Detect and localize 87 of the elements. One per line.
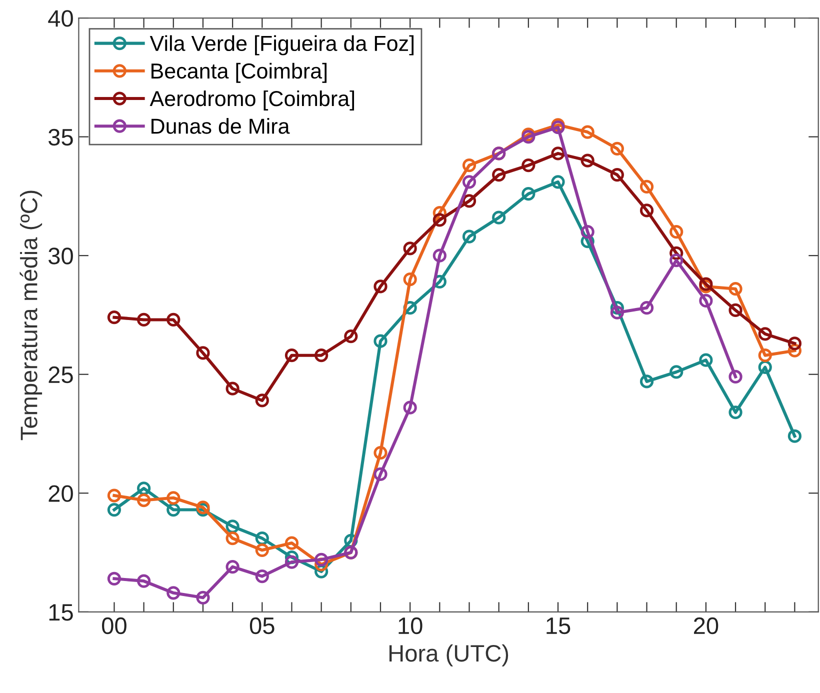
point (403, 272, 417, 286)
point (344, 330, 358, 344)
point (699, 277, 713, 291)
point (255, 543, 269, 557)
point (758, 348, 772, 362)
point (255, 394, 269, 408)
point (374, 446, 388, 460)
point (728, 282, 742, 296)
point (462, 194, 476, 208)
point (403, 242, 417, 256)
point (522, 130, 536, 144)
point (107, 572, 122, 586)
point (137, 574, 151, 588)
point (284, 536, 299, 550)
point (640, 301, 654, 315)
point (137, 312, 151, 327)
point (374, 467, 388, 481)
point (107, 488, 122, 502)
point (432, 248, 446, 262)
x-tick-label: 15 (546, 618, 570, 634)
point (640, 374, 654, 388)
point (314, 348, 328, 362)
point (462, 158, 476, 172)
point (610, 168, 624, 182)
point (462, 230, 476, 244)
point (728, 303, 742, 318)
point (699, 353, 713, 367)
y-tick-label: 25 (48, 366, 73, 384)
point (166, 586, 180, 600)
y-tick-label: 20 (48, 485, 73, 502)
legend-label: Dunas de Mira (152, 118, 290, 134)
point (226, 531, 240, 546)
point (640, 180, 654, 194)
legend-label: Becanta [Coimbra] (152, 62, 327, 83)
point (580, 225, 594, 239)
point (196, 346, 210, 360)
point (610, 142, 624, 156)
y-axis-title: Temperatura média (ºC) (20, 190, 42, 440)
point (670, 254, 684, 268)
legend-label: Vila Verde [Figueira da Foz] (150, 35, 414, 56)
y-tick-label: 40 (48, 10, 73, 27)
point (166, 312, 180, 327)
point (551, 175, 565, 189)
point (551, 120, 565, 134)
point (551, 146, 565, 160)
point (758, 327, 772, 341)
point (196, 590, 210, 604)
point (226, 382, 240, 396)
point (580, 125, 594, 139)
point (255, 569, 269, 584)
point (788, 336, 802, 350)
point (107, 502, 122, 517)
point (788, 429, 802, 443)
point (522, 158, 536, 172)
point (432, 213, 446, 227)
y-tick-label: 30 (48, 248, 73, 264)
point (492, 168, 506, 182)
point (610, 306, 624, 320)
point (699, 294, 713, 308)
point (137, 493, 151, 508)
point (403, 400, 417, 414)
x-tick-label: 05 (250, 617, 274, 634)
x-tick-label: 00 (102, 617, 126, 634)
point (374, 334, 388, 348)
point (284, 555, 299, 569)
point (226, 560, 240, 574)
point (374, 280, 388, 294)
point (107, 310, 122, 324)
y-tick-label: 15 (49, 604, 73, 621)
point (462, 175, 476, 189)
point (728, 370, 742, 384)
point (492, 210, 506, 224)
point (314, 552, 328, 566)
x-axis-title: Hora (UTC) (389, 644, 508, 666)
point (728, 406, 742, 420)
point (580, 154, 594, 168)
point (284, 348, 299, 362)
point (670, 225, 684, 239)
x-tick-label: 10 (398, 617, 422, 634)
point (522, 187, 536, 201)
point (166, 491, 180, 505)
x-tick-label: 20 (694, 617, 718, 634)
point (196, 500, 210, 514)
legend-label: Aerodromo [Coimbra] (150, 90, 354, 111)
point (670, 365, 684, 379)
y-tick-label: 35 (48, 128, 73, 146)
point (640, 204, 654, 218)
